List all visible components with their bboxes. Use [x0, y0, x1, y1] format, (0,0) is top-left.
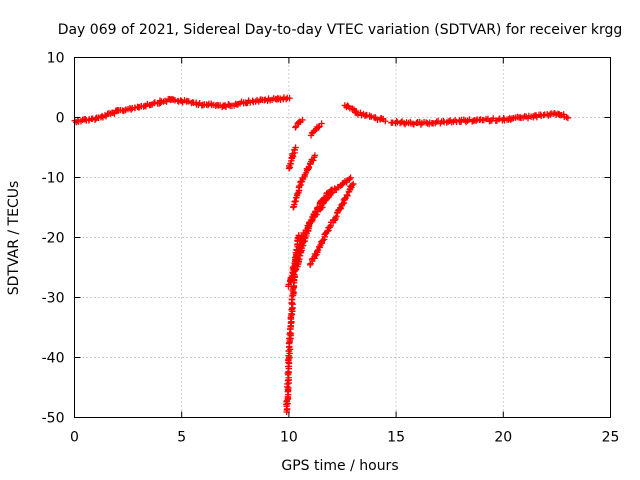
data-point	[409, 120, 417, 127]
y-tick-label: -10	[42, 171, 65, 187]
data-point	[286, 94, 293, 102]
chart-title: Day 069 of 2021, Sidereal Day-to-day VTE…	[58, 22, 623, 38]
data-point	[563, 114, 570, 121]
series-dip-branch-b	[292, 174, 354, 273]
x-tick-label: 25	[602, 430, 620, 446]
data-point	[225, 101, 233, 109]
x-tick-label: 15	[387, 430, 405, 446]
data-point	[292, 144, 299, 151]
x-axis-label: GPS time / hours	[281, 458, 398, 474]
data-point	[337, 205, 344, 212]
y-tick-label: -30	[42, 291, 65, 307]
data-point	[341, 195, 348, 203]
data-point	[285, 281, 292, 288]
x-tick-label: 5	[177, 430, 186, 446]
data-point	[299, 116, 306, 124]
series-dip-branch-c	[306, 180, 357, 269]
data-point	[382, 117, 389, 125]
y-tick-label: 10	[47, 51, 65, 67]
y-tick-label: -40	[42, 351, 65, 367]
data-point	[284, 370, 291, 377]
data-point	[339, 200, 346, 207]
data-point	[348, 181, 356, 189]
data-point	[291, 197, 299, 205]
data-point	[313, 247, 321, 255]
data-point	[297, 248, 305, 255]
data-point	[347, 174, 354, 181]
marks-layer	[71, 94, 572, 416]
x-tick-label: 0	[70, 430, 79, 446]
y-axis-label: SDTVAR / TECUs	[6, 181, 22, 296]
data-point	[315, 124, 322, 131]
series-dip-vertical	[283, 232, 303, 416]
data-point	[313, 211, 320, 218]
data-point	[318, 120, 325, 127]
data-point	[127, 106, 135, 113]
y-tick-label: 0	[56, 111, 65, 127]
data-point	[282, 95, 290, 103]
data-point	[292, 124, 299, 131]
data-point	[311, 152, 319, 159]
data-point	[393, 118, 400, 125]
data-point	[333, 213, 340, 220]
data-point	[564, 114, 572, 122]
series-dip-recovery	[285, 116, 325, 211]
data-point	[170, 96, 177, 103]
grid-layer	[74, 57, 611, 418]
x-tick-label: 10	[280, 430, 298, 446]
ticks-layer: 0 5 10 15 20 25 10 0 -10 -20 -30 -40 -50	[42, 51, 620, 446]
data-point	[326, 223, 333, 231]
data-point	[473, 117, 480, 124]
series-recovery-late	[341, 102, 572, 128]
y-tick-label: -50	[42, 411, 65, 427]
data-point	[310, 157, 317, 164]
data-point	[346, 175, 353, 183]
series-baseline-early	[71, 94, 293, 126]
data-point	[350, 180, 357, 188]
y-tick-label: -20	[42, 231, 65, 247]
x-tick-label: 20	[494, 430, 512, 446]
data-point	[294, 190, 301, 198]
